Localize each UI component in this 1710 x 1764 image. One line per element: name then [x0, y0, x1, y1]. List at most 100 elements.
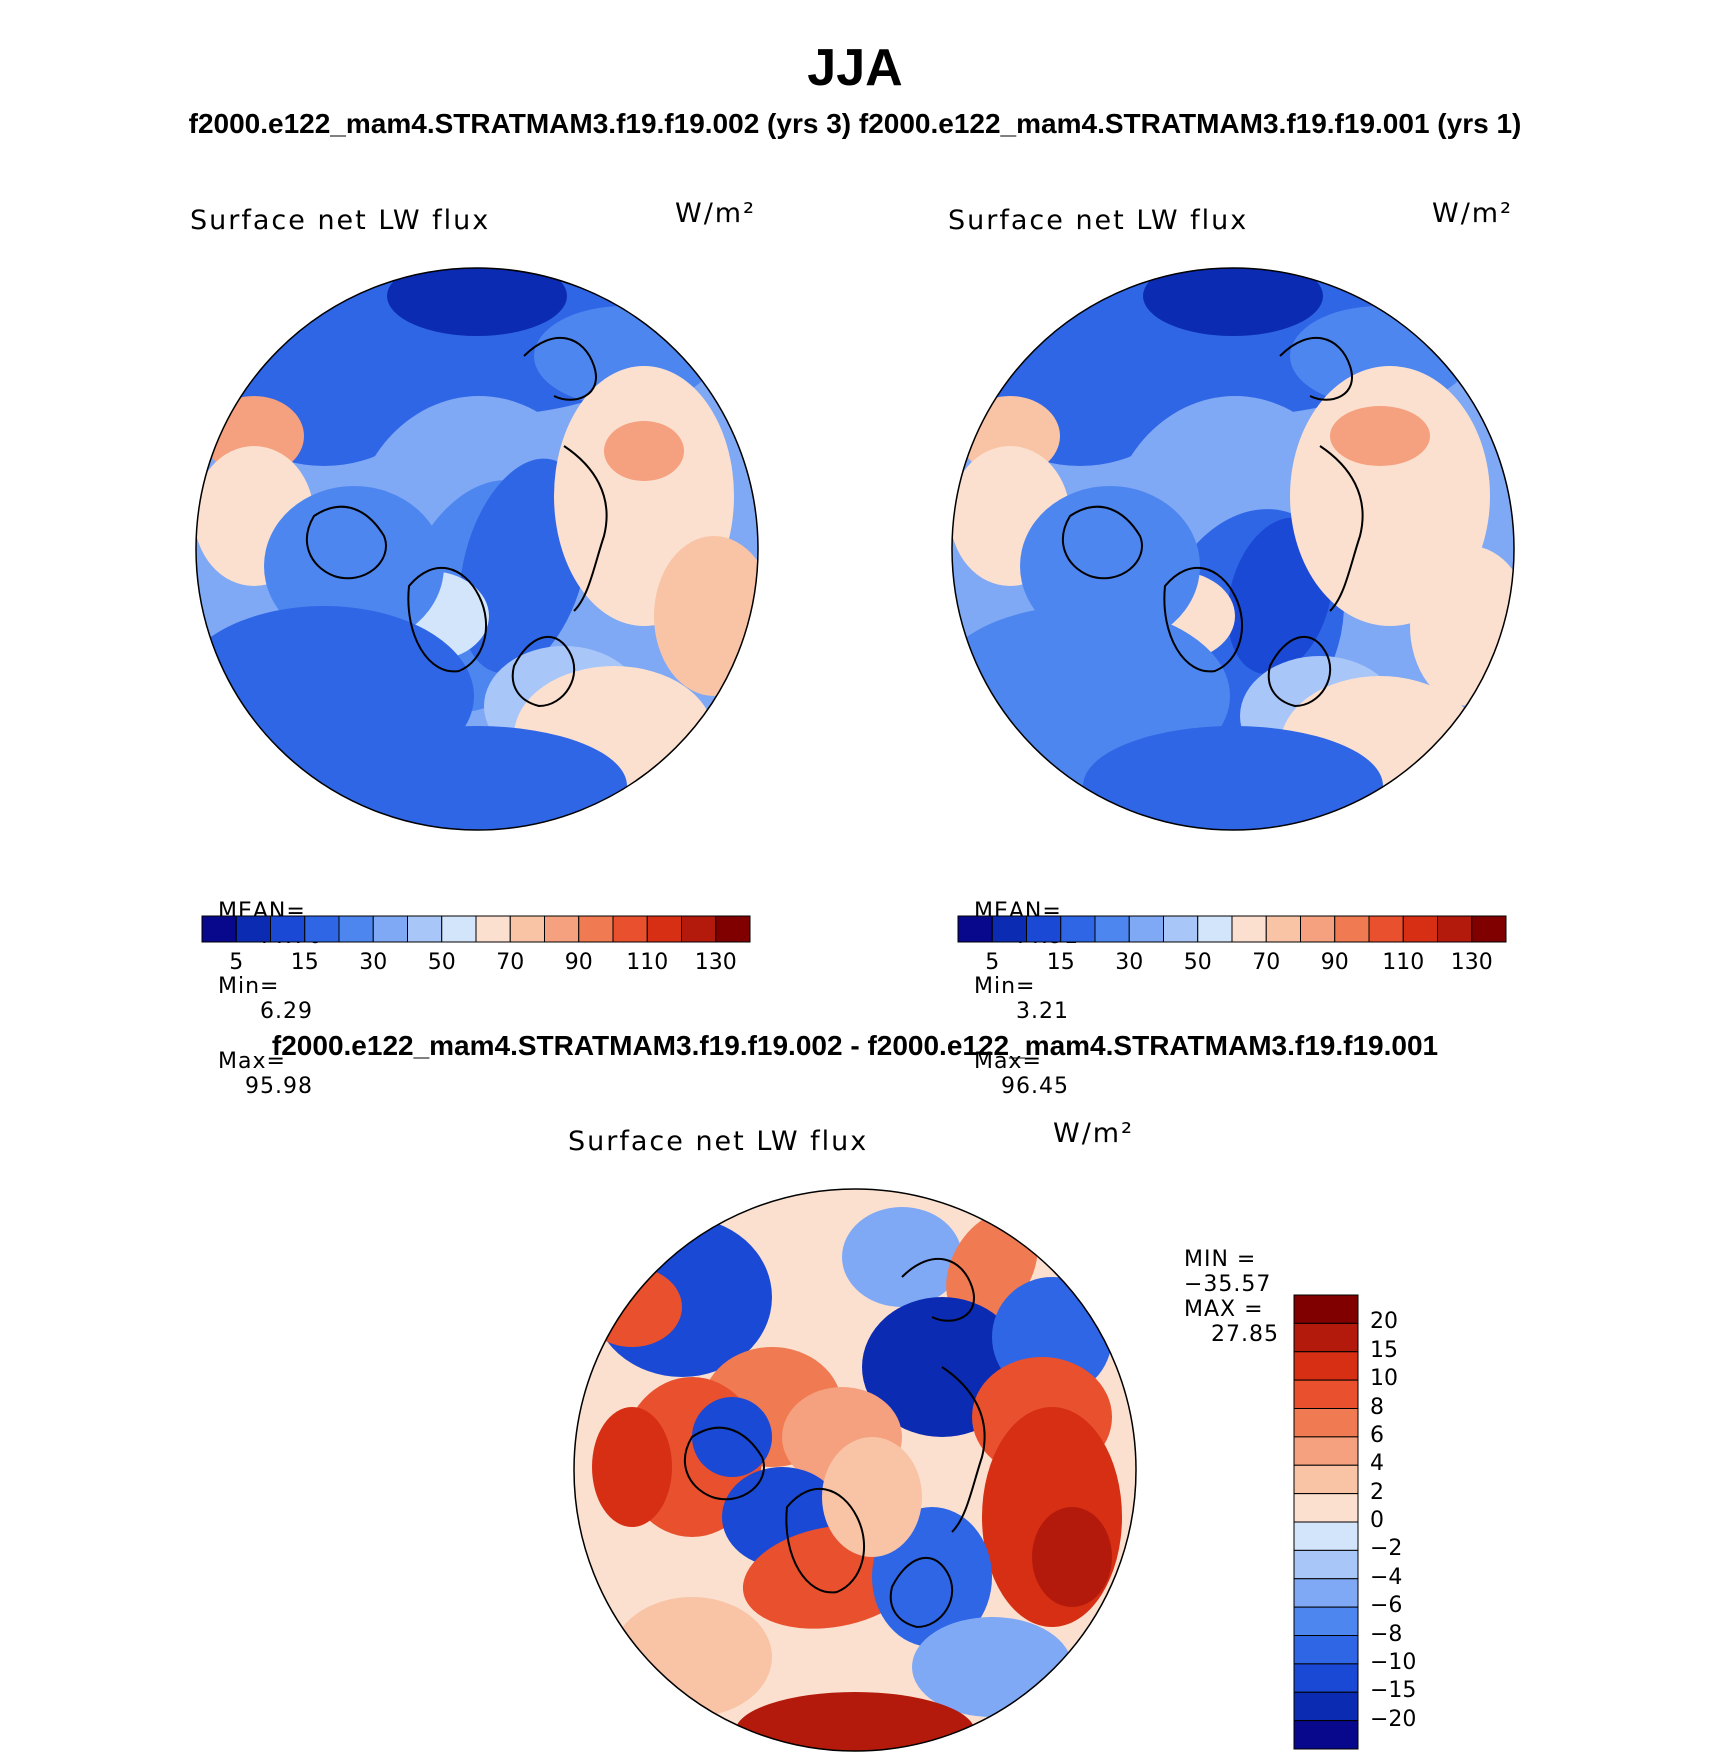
colorbar-swatch — [1293, 1635, 1359, 1665]
colorbar-swatch — [1293, 1379, 1359, 1409]
colorbar-tick-label: −2 — [1370, 1536, 1403, 1562]
panel2-title: Surface net LW flux — [948, 205, 1249, 236]
colorbar-swatch — [1026, 915, 1062, 943]
field-region — [842, 1207, 962, 1307]
colorbar-swatch — [372, 915, 408, 943]
coastline — [523, 337, 597, 401]
colorbar-tick-label: −10 — [1370, 1649, 1417, 1675]
colorbar-tick-label: 30 — [1115, 950, 1144, 975]
colorbar-tick-label: −15 — [1370, 1678, 1417, 1704]
colorbar-tick-label: 50 — [1183, 950, 1212, 975]
panel2-polar-map — [951, 267, 1515, 831]
coastline — [889, 1556, 954, 1629]
panel2-max: 96.45 — [1001, 1074, 1069, 1099]
field-region — [654, 536, 758, 696]
field-region — [327, 726, 627, 830]
colorbar-swatch — [338, 915, 374, 943]
field-region — [1410, 546, 1514, 706]
top-subtitle: f2000.e122_mam4.STRATMAM3.f19.f19.002 (y… — [188, 108, 1522, 139]
colorbar-swatch — [1128, 915, 1164, 943]
field-region — [735, 1692, 975, 1751]
panel1-stats: MEAN= 44.76 Min= 6.29 Max= 95.98 — [202, 874, 323, 1099]
colorbar-tick-label: 8 — [1370, 1394, 1384, 1420]
coastline — [785, 1488, 866, 1594]
field-region — [592, 1407, 672, 1527]
coastline — [941, 1366, 986, 1533]
field-region — [1032, 1507, 1112, 1607]
colorbar-tick-label: 70 — [496, 950, 525, 975]
panel3-units: W/m² — [1053, 1118, 1134, 1149]
coastline — [1319, 445, 1364, 612]
panel3-min-label: MIN = — [1184, 1247, 1257, 1272]
colorbar-tick-label: −20 — [1370, 1706, 1417, 1732]
field-region — [692, 1397, 772, 1477]
field-region — [604, 421, 684, 481]
panel2-stats: MEAN= 44.91 Min= 3.21 Max= 96.45 — [958, 874, 1079, 1099]
colorbar-swatch — [1293, 1691, 1359, 1722]
panel2-colorbar-labels: 5 15 30 50 70 90 110 130 — [957, 950, 1507, 980]
colorbar-swatch — [1293, 1294, 1359, 1324]
colorbar-swatch — [1293, 1521, 1359, 1551]
panel3-min: −35.57 — [1184, 1272, 1272, 1297]
map-border — [573, 1188, 1137, 1752]
coastline — [1163, 567, 1244, 673]
field-region — [912, 1617, 1072, 1717]
coastline — [683, 1426, 765, 1501]
panel3-stats: MIN = −35.57 MAX = 27.85 — [1168, 1222, 1279, 1347]
panel1-min-label: Min= — [218, 974, 280, 999]
colorbar-tick-label: 20 — [1370, 1309, 1398, 1335]
colorbar-swatch — [1293, 1663, 1359, 1693]
field-region — [822, 1437, 922, 1557]
diff-subtitle: f2000.e122_mam4.STRATMAM3.f19.f19.002 - … — [271, 1030, 1439, 1061]
field-region — [1083, 726, 1383, 830]
panel3-colorbar-labels: 20 15 10 8 6 4 2 0 −2 −4 −6 −8 −10 −15 −20 — [1370, 1294, 1450, 1750]
panel2-min-label: Min= — [974, 974, 1036, 999]
colorbar-swatch — [235, 915, 271, 943]
colorbar-tick-label: 15 — [1370, 1337, 1398, 1363]
map-border — [195, 267, 759, 831]
colorbar-tick-label: 0 — [1370, 1508, 1384, 1533]
colorbar-swatch — [578, 915, 614, 943]
colorbar-swatch — [612, 915, 648, 943]
field-region — [1143, 268, 1323, 336]
colorbar-swatch — [1231, 915, 1267, 943]
panel3-title: Surface net LW flux — [568, 1126, 869, 1157]
colorbar-swatch — [1293, 1578, 1359, 1608]
colorbar-tick-label: 4 — [1370, 1451, 1384, 1477]
field-region — [582, 1267, 682, 1347]
colorbar-swatch — [544, 915, 580, 943]
colorbar-swatch — [1060, 915, 1096, 943]
colorbar-tick-label: 2 — [1370, 1479, 1384, 1505]
colorbar-swatch — [201, 915, 237, 943]
colorbar-swatch — [475, 915, 511, 943]
panel2-colorbar — [957, 915, 1507, 943]
colorbar-swatch — [1293, 1408, 1359, 1438]
colorbar-swatch — [1437, 915, 1473, 943]
colorbar-tick-label: 90 — [564, 950, 593, 975]
panel2-min: 3.21 — [1016, 999, 1069, 1024]
colorbar-tick-label: 50 — [427, 950, 456, 975]
colorbar-swatch — [1368, 915, 1404, 943]
colorbar-swatch — [270, 915, 306, 943]
colorbar-swatch — [1094, 915, 1130, 943]
colorbar-swatch — [1293, 1720, 1359, 1750]
colorbar-swatch — [1163, 915, 1199, 943]
field-region — [387, 268, 567, 336]
colorbar-tick-label: 90 — [1320, 950, 1349, 975]
colorbar-swatch — [1402, 915, 1438, 943]
colorbar-swatch — [1265, 915, 1301, 943]
panel1-polar-map — [195, 267, 759, 831]
colorbar-tick-label: 130 — [1450, 950, 1493, 975]
field-region — [1330, 406, 1430, 466]
colorbar-swatch — [646, 915, 682, 943]
colorbar-tick-label: 5 — [985, 950, 1000, 975]
colorbar-swatch — [1293, 1549, 1359, 1580]
colorbar-tick-label: 5 — [229, 950, 244, 975]
coastline — [1267, 635, 1332, 708]
coastline — [1279, 337, 1353, 401]
colorbar-swatch — [957, 915, 993, 943]
panel1-max: 95.98 — [245, 1074, 313, 1099]
colorbar-tick-label: 110 — [626, 950, 669, 975]
colorbar-swatch — [441, 915, 477, 943]
panel1-units: W/m² — [675, 198, 756, 229]
